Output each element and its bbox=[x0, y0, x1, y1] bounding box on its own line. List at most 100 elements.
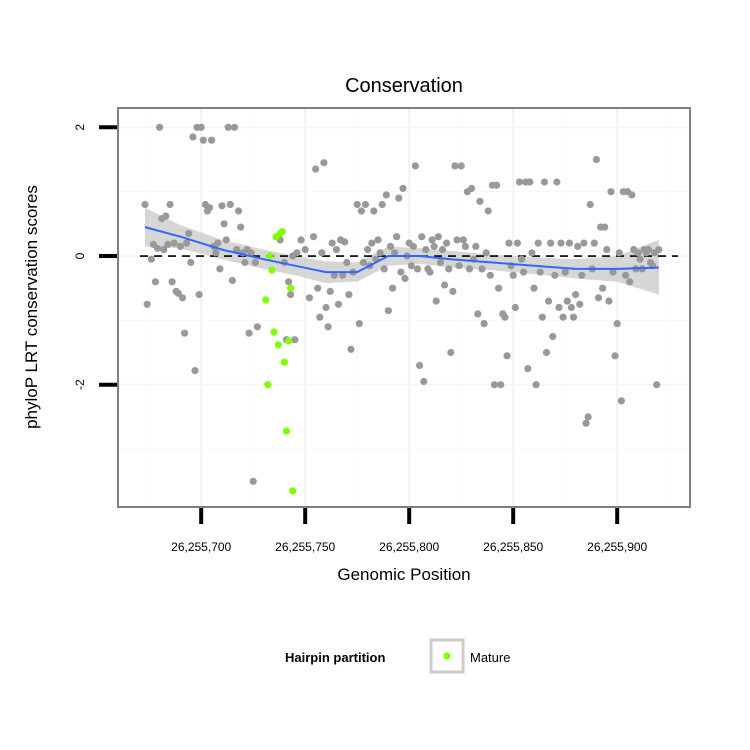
data-point bbox=[542, 348, 551, 357]
data-point bbox=[143, 300, 151, 308]
data-point bbox=[621, 271, 630, 279]
data-point bbox=[174, 289, 182, 297]
data-point bbox=[413, 265, 422, 273]
data-point bbox=[594, 294, 603, 302]
data-point bbox=[557, 239, 565, 247]
data-point bbox=[561, 268, 569, 276]
data-point bbox=[347, 345, 355, 353]
data-point bbox=[503, 352, 511, 360]
data-point bbox=[326, 287, 334, 295]
smooth-line bbox=[144, 226, 659, 274]
data-point bbox=[224, 123, 232, 131]
data-point bbox=[339, 271, 347, 279]
data-point bbox=[309, 233, 318, 241]
data-point-mature bbox=[268, 266, 276, 274]
data-point bbox=[324, 323, 332, 331]
data-point bbox=[183, 239, 191, 247]
data-point bbox=[455, 262, 463, 270]
data-point bbox=[565, 239, 574, 247]
data-point bbox=[582, 419, 590, 427]
y-axis-title: phyloP LRT conservation scores bbox=[22, 185, 41, 429]
data-point-mature bbox=[274, 341, 282, 349]
data-point bbox=[233, 246, 241, 254]
data-point bbox=[438, 246, 447, 254]
data-point bbox=[253, 323, 261, 331]
data-point bbox=[168, 278, 176, 286]
data-point bbox=[216, 265, 224, 273]
data-point bbox=[449, 287, 457, 295]
legend-title: Hairpin partition bbox=[285, 650, 385, 665]
data-point-mature bbox=[264, 381, 272, 389]
data-point bbox=[607, 188, 615, 196]
data-point bbox=[160, 246, 168, 254]
data-point-mature bbox=[289, 487, 297, 495]
data-point bbox=[592, 155, 601, 164]
data-point bbox=[580, 239, 588, 247]
data-point bbox=[586, 200, 594, 209]
y-tick-label: -2 bbox=[73, 379, 87, 390]
data-point bbox=[332, 246, 340, 254]
data-point bbox=[530, 284, 538, 292]
data-point bbox=[509, 271, 517, 279]
data-point bbox=[457, 162, 465, 170]
data-point bbox=[199, 136, 207, 144]
data-point bbox=[426, 268, 434, 276]
data-point bbox=[465, 265, 474, 273]
data-point bbox=[214, 239, 222, 247]
data-point bbox=[590, 239, 598, 247]
data-point bbox=[599, 284, 607, 292]
data-point bbox=[191, 367, 199, 375]
data-point bbox=[164, 240, 172, 248]
data-point bbox=[534, 239, 542, 247]
data-point bbox=[380, 265, 388, 273]
data-point bbox=[567, 303, 576, 312]
data-point bbox=[474, 310, 482, 318]
legend-key-mature-dot bbox=[443, 652, 451, 660]
data-point bbox=[601, 223, 609, 231]
data-point bbox=[447, 348, 455, 357]
data-point bbox=[476, 197, 484, 205]
smooth-confidence-band bbox=[145, 207, 659, 295]
data-point bbox=[235, 207, 243, 215]
data-point bbox=[478, 265, 486, 273]
data-point bbox=[520, 268, 528, 276]
data-point bbox=[538, 313, 546, 321]
x-tick-label: 26,255,700 bbox=[171, 540, 231, 554]
data-point bbox=[241, 258, 249, 267]
data-point bbox=[389, 284, 397, 292]
legend-label-mature: Mature bbox=[470, 650, 510, 665]
data-point bbox=[611, 352, 619, 360]
data-point bbox=[436, 258, 444, 267]
data-point bbox=[305, 294, 313, 302]
x-axis-title: Genomic Position bbox=[337, 565, 470, 584]
data-point bbox=[228, 276, 236, 285]
data-point bbox=[189, 133, 197, 141]
data-point bbox=[293, 249, 301, 257]
y-tick-label: 2 bbox=[73, 124, 87, 131]
data-point bbox=[549, 332, 557, 341]
data-point bbox=[391, 249, 399, 257]
data-point bbox=[318, 249, 326, 257]
data-point bbox=[634, 249, 642, 257]
panel-border bbox=[117, 107, 691, 508]
data-point bbox=[208, 136, 216, 144]
data-point bbox=[528, 249, 536, 257]
data-point bbox=[370, 207, 378, 215]
data-point bbox=[493, 181, 501, 189]
data-point bbox=[551, 271, 559, 279]
data-point bbox=[536, 268, 544, 276]
data-point bbox=[187, 258, 195, 267]
data-point bbox=[505, 239, 513, 247]
data-point bbox=[153, 244, 162, 252]
chart-title: Conservation bbox=[345, 75, 463, 97]
data-point bbox=[151, 278, 159, 286]
data-point bbox=[615, 249, 623, 257]
data-point bbox=[578, 271, 586, 279]
data-point bbox=[441, 281, 449, 289]
data-point bbox=[559, 313, 567, 321]
data-point bbox=[422, 246, 430, 254]
data-point bbox=[341, 238, 349, 246]
data-point bbox=[399, 184, 407, 192]
data-point bbox=[249, 477, 257, 485]
